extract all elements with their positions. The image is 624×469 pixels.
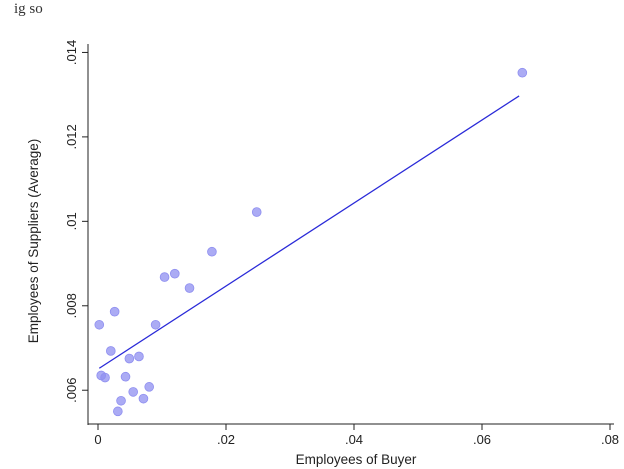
scatter-point [113,406,123,417]
scatter-point [144,382,155,392]
x-axis-title: Employees of Buyer [296,452,417,467]
scatter-point [517,67,528,78]
x-tick-label: .04 [345,432,363,447]
scatter-point [207,246,217,257]
x-tick-label: .06 [473,432,491,447]
x-tick-label: .02 [217,432,235,447]
scatter-point [251,207,262,217]
scatter-point [170,268,180,279]
scatter-point [128,387,139,397]
y-tick-label: .014 [64,40,79,65]
scatter-point [124,353,135,364]
scatter-point [109,306,120,317]
x-tick-label: 0 [94,432,101,447]
scatter-point [106,346,116,356]
x-tick-label: .08 [601,432,619,447]
x-ticks: 0 .02 .04 .06 .08 [94,424,619,447]
scatter-point [94,319,105,330]
y-ticks: .006 .008 .01 .012 .014 [64,40,88,403]
scatter-point [100,372,110,383]
scatter-point [159,272,170,282]
fitted-line [98,95,520,369]
y-tick-label: .012 [64,124,79,149]
plot-marks [94,67,528,417]
scatter-point [184,283,195,293]
scatter-point [134,351,144,362]
y-tick-label: .01 [64,212,79,230]
y-axis-title: Employees of Suppliers (Average) [26,139,41,344]
figure-header-fragment: ig so [14,1,43,17]
scatter-point [138,393,149,404]
scatter-point [116,395,126,406]
y-tick-label: .006 [64,378,79,403]
axes [87,44,614,425]
y-tick-label: .008 [64,293,79,318]
scatter-point [150,319,161,330]
scatter-point [120,371,131,382]
